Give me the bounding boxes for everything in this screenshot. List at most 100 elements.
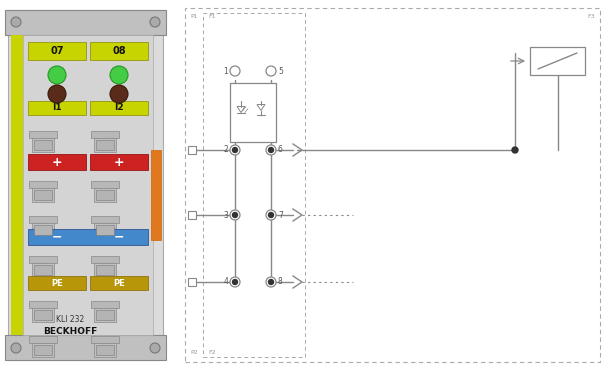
- Bar: [96, 310, 114, 320]
- Circle shape: [150, 17, 160, 27]
- Circle shape: [266, 145, 276, 155]
- Bar: [32, 308, 54, 322]
- Bar: [29, 336, 57, 343]
- Bar: [94, 138, 116, 152]
- Bar: [188, 211, 196, 219]
- Text: 7: 7: [278, 211, 283, 219]
- Bar: [8, 10, 163, 360]
- Text: 08: 08: [112, 46, 126, 56]
- Circle shape: [268, 212, 273, 218]
- Text: 5: 5: [278, 67, 283, 75]
- Text: −: −: [113, 231, 124, 243]
- Bar: [5, 335, 166, 360]
- Bar: [28, 154, 86, 170]
- Bar: [94, 263, 116, 277]
- Text: BECKHOFF: BECKHOFF: [43, 327, 97, 336]
- Bar: [34, 310, 52, 320]
- Bar: [94, 188, 116, 202]
- Text: F1: F1: [208, 13, 215, 18]
- Bar: [91, 301, 119, 308]
- Circle shape: [11, 343, 21, 353]
- Bar: [28, 101, 86, 115]
- Bar: [96, 345, 114, 355]
- Text: 4: 4: [223, 278, 228, 286]
- Bar: [29, 301, 57, 308]
- Bar: [32, 138, 54, 152]
- Text: 3: 3: [223, 211, 228, 219]
- Circle shape: [230, 145, 240, 155]
- Bar: [91, 131, 119, 138]
- Bar: [94, 343, 116, 357]
- Circle shape: [266, 210, 276, 220]
- Text: PE: PE: [113, 279, 125, 287]
- Bar: [530, 47, 585, 75]
- Circle shape: [230, 210, 240, 220]
- Circle shape: [150, 343, 160, 353]
- Bar: [32, 223, 54, 237]
- Bar: [32, 263, 54, 277]
- Bar: [96, 265, 114, 275]
- Text: 6: 6: [278, 145, 283, 155]
- Circle shape: [232, 148, 237, 152]
- Circle shape: [232, 212, 237, 218]
- Bar: [90, 276, 148, 290]
- Text: −: −: [52, 231, 62, 243]
- Circle shape: [232, 279, 237, 285]
- Bar: [5, 10, 166, 35]
- Bar: [23, 35, 153, 335]
- Bar: [32, 343, 54, 357]
- Text: F2: F2: [208, 350, 215, 354]
- Text: P2: P2: [190, 350, 198, 354]
- Bar: [203, 13, 305, 357]
- Bar: [28, 42, 86, 60]
- Bar: [96, 190, 114, 200]
- Bar: [29, 131, 57, 138]
- Bar: [94, 308, 116, 322]
- Circle shape: [266, 277, 276, 287]
- Bar: [230, 83, 276, 142]
- Bar: [94, 223, 116, 237]
- Text: P1: P1: [190, 13, 198, 18]
- Bar: [91, 256, 119, 263]
- Circle shape: [48, 85, 66, 103]
- Bar: [29, 181, 57, 188]
- Bar: [188, 278, 196, 286]
- Bar: [90, 101, 148, 115]
- Circle shape: [268, 279, 273, 285]
- Text: 1: 1: [223, 67, 228, 75]
- Circle shape: [230, 66, 240, 76]
- Circle shape: [110, 66, 128, 84]
- Bar: [185, 8, 600, 362]
- Bar: [34, 225, 52, 235]
- Text: +: +: [113, 155, 124, 168]
- Text: +: +: [52, 155, 62, 168]
- Bar: [91, 336, 119, 343]
- Bar: [34, 140, 52, 150]
- Text: 07: 07: [50, 46, 64, 56]
- Bar: [188, 146, 196, 154]
- Bar: [96, 140, 114, 150]
- Bar: [34, 345, 52, 355]
- Bar: [91, 216, 119, 223]
- Text: PE: PE: [51, 279, 63, 287]
- Circle shape: [512, 147, 518, 153]
- Bar: [34, 190, 52, 200]
- Bar: [90, 42, 148, 60]
- Circle shape: [110, 85, 128, 103]
- Circle shape: [48, 66, 66, 84]
- Bar: [90, 154, 148, 170]
- Text: F3: F3: [587, 13, 595, 18]
- Bar: [96, 225, 114, 235]
- Bar: [28, 229, 148, 245]
- Bar: [91, 181, 119, 188]
- Text: I2: I2: [114, 104, 124, 112]
- Circle shape: [266, 66, 276, 76]
- Circle shape: [268, 148, 273, 152]
- Bar: [151, 150, 161, 240]
- Text: I1: I1: [52, 104, 62, 112]
- Bar: [32, 188, 54, 202]
- Text: KLI 232: KLI 232: [56, 316, 84, 324]
- Circle shape: [230, 277, 240, 287]
- Bar: [34, 265, 52, 275]
- Bar: [11, 35, 23, 335]
